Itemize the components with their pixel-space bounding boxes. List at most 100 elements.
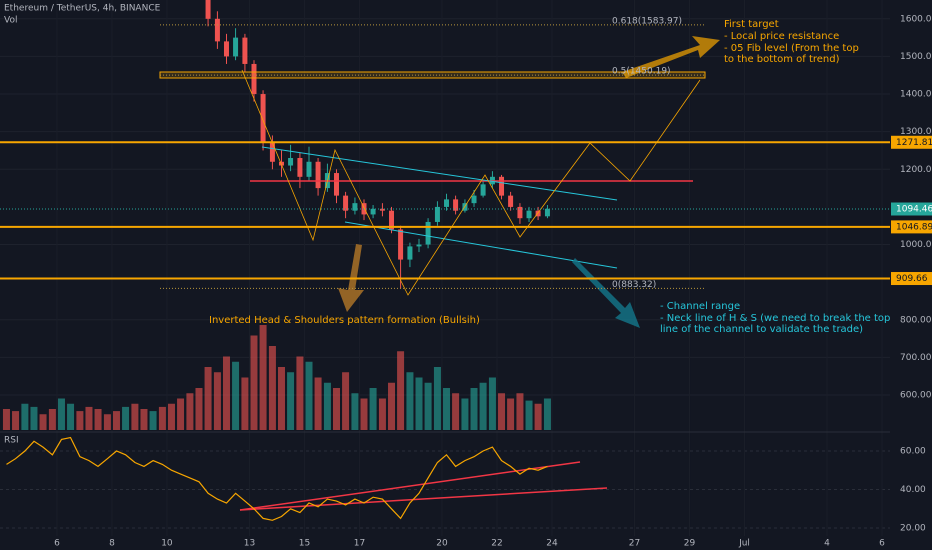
- rsi-tick-label: 20.00: [900, 524, 926, 534]
- volume-bar: [479, 382, 487, 430]
- volume-bar: [314, 377, 322, 430]
- y-tick-label: 1000.00: [900, 240, 932, 250]
- volume-bar: [94, 409, 102, 430]
- candle-body: [416, 244, 422, 247]
- y-tick-label: 1300.00: [900, 127, 932, 137]
- volume-bar: [85, 406, 93, 430]
- candle-body: [544, 208, 550, 217]
- candle-body: [205, 0, 211, 19]
- channel-bottom: [344, 221, 618, 269]
- annotation: Inverted Head & Shoulders pattern format…: [209, 315, 480, 326]
- x-tick-label: 10: [161, 539, 173, 549]
- candle-body: [389, 210, 395, 230]
- volume-bar: [241, 377, 249, 430]
- volume-bar: [388, 382, 396, 430]
- x-tick-label: 4: [824, 539, 830, 549]
- x-tick-label: 6: [54, 539, 60, 549]
- annotation: line of the channel to validate the trad…: [660, 324, 863, 335]
- volume-bar: [397, 351, 405, 430]
- volume-bar: [287, 372, 295, 430]
- x-tick-label: 29: [684, 539, 696, 549]
- volume-bar: [186, 393, 194, 430]
- volume-bar: [167, 403, 175, 430]
- volume-bar: [296, 356, 304, 430]
- volume-bar: [351, 393, 359, 430]
- candle-body: [343, 195, 349, 211]
- level-tag: [891, 220, 932, 234]
- volume-bar: [140, 409, 148, 430]
- candle-body: [499, 176, 505, 196]
- volume-bar: [461, 398, 469, 430]
- y-tick-label: 1400.00: [900, 90, 932, 100]
- fib-label: 0.618(1583.97): [612, 16, 682, 26]
- volume-bar: [12, 411, 20, 430]
- volume-bar: [213, 372, 221, 430]
- candle-body: [251, 63, 257, 95]
- y-tick-label: 600.00: [900, 391, 932, 401]
- candle-body: [407, 246, 413, 260]
- candle-body: [379, 208, 385, 211]
- target-arrow: [622, 36, 720, 78]
- candle-body: [223, 41, 229, 57]
- drawings: [159, 36, 720, 511]
- overlays: 1271.81 1046.89 909.66 0.618(1583.97) 0.5(14…: [0, 16, 932, 521]
- x-tick-label: 17: [354, 539, 365, 549]
- candle-body: [398, 229, 404, 260]
- x-tick-label: 8: [109, 539, 115, 549]
- candle-body: [315, 161, 321, 189]
- x-tick-label: Jul: [738, 539, 750, 549]
- volume-bar: [507, 398, 515, 430]
- volume-bar: [488, 377, 496, 430]
- volume-bar: [498, 393, 506, 430]
- rsi-line: [6, 436, 548, 521]
- volume-label: Vol: [4, 16, 17, 26]
- fib-label: 0(883.32): [612, 280, 656, 290]
- volume-bar: [525, 400, 533, 430]
- volume-bar: [30, 406, 38, 430]
- candle-body: [269, 142, 275, 162]
- fib-label: 0.5(1450.19): [612, 67, 671, 77]
- volume-bar: [103, 414, 111, 430]
- volume-bar: [443, 388, 451, 430]
- y-tick-label: 1500.00: [900, 52, 932, 62]
- x-tick-label: 20: [436, 539, 448, 549]
- level-tag: [891, 135, 932, 149]
- grid: [0, 18, 890, 529]
- volume-bar: [378, 398, 386, 430]
- candle-body: [471, 195, 477, 204]
- candle-body: [508, 195, 514, 207]
- candle-body: [297, 158, 303, 177]
- candle-body: [306, 161, 312, 177]
- volume-bar: [424, 382, 432, 430]
- rsi-tick-label: 60.00: [900, 446, 926, 456]
- volume-bar: [149, 411, 157, 430]
- annotation: - 05 Fib level (From the top: [724, 43, 859, 54]
- level-label: 1271.81: [896, 138, 932, 148]
- volume-bar: [177, 398, 185, 430]
- volume-bar: [131, 403, 139, 430]
- volume-bar: [516, 393, 524, 430]
- volume-bar: [232, 361, 240, 430]
- rsi-label: RSI: [4, 436, 19, 446]
- volume-bar: [305, 361, 313, 430]
- volume-bar: [470, 388, 478, 430]
- volume-bar: [277, 367, 285, 430]
- x-tick-label: 24: [546, 539, 558, 549]
- volume-bar: [452, 393, 460, 430]
- volume-bar: [57, 398, 65, 430]
- candle-body: [480, 184, 486, 196]
- volume-bar: [39, 414, 47, 430]
- volume-bar: [369, 388, 377, 430]
- volume-bar: [222, 356, 230, 430]
- volume-bar: [534, 403, 542, 430]
- candle-body: [260, 94, 266, 143]
- level-tag: [891, 272, 932, 286]
- rsi-tick-label: 40.00: [900, 485, 926, 495]
- candle-body: [535, 210, 541, 217]
- volume-bar: [323, 382, 331, 430]
- volume-bar: [333, 388, 341, 430]
- last-price-label: 1094.46: [896, 204, 932, 214]
- volume-bar: [158, 406, 166, 430]
- x-tick-label: 13: [244, 539, 255, 549]
